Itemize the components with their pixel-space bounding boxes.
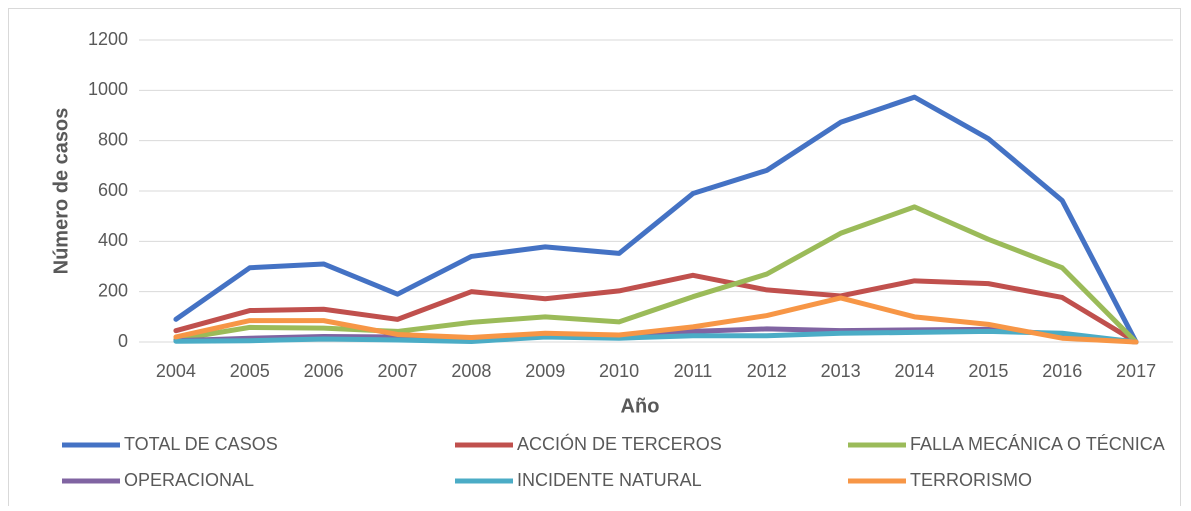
y-axis-title: Número de casos <box>50 108 72 275</box>
y-tick-label: 1000 <box>88 79 128 99</box>
x-tick-label: 2017 <box>1116 361 1156 381</box>
series-line <box>173 295 1139 345</box>
x-tick-label: 2013 <box>821 361 861 381</box>
x-axis-title: Año <box>621 395 660 417</box>
y-tick-label: 1200 <box>88 29 128 49</box>
x-tick-label: 2012 <box>747 361 787 381</box>
legend-label: INCIDENTE NATURAL <box>517 470 702 490</box>
legend-label: OPERACIONAL <box>124 470 254 490</box>
x-tick-label: 2015 <box>968 361 1008 381</box>
x-tick-label: 2005 <box>230 361 270 381</box>
y-tick-label: 0 <box>118 331 128 351</box>
x-tick-label: 2007 <box>377 361 417 381</box>
legend-label: TOTAL DE CASOS <box>124 434 278 454</box>
x-tick-label: 2008 <box>451 361 491 381</box>
x-tick-label: 2004 <box>156 361 196 381</box>
y-tick-label: 600 <box>98 180 128 200</box>
series-line <box>173 272 1139 345</box>
series-line <box>173 328 1139 345</box>
x-tick-label: 2010 <box>599 361 639 381</box>
x-tick-label: 2016 <box>1042 361 1082 381</box>
legend-label: TERRORISMO <box>910 470 1032 490</box>
y-tick-label: 200 <box>98 280 128 300</box>
y-tick-label: 800 <box>98 129 128 149</box>
x-tick-label: 2014 <box>894 361 934 381</box>
x-tick-label: 2011 <box>674 361 713 381</box>
legend-label: ACCIÓN DE TERCEROS <box>517 433 722 454</box>
x-tick-label: 2006 <box>304 361 344 381</box>
y-tick-label: 400 <box>98 230 128 250</box>
x-tick-label: 2009 <box>525 361 565 381</box>
series-line <box>173 94 1139 345</box>
legend-label: FALLA MECÁNICA O TÉCNICA <box>910 434 1165 454</box>
series-line <box>173 204 1139 345</box>
chart-frame <box>8 8 1181 509</box>
